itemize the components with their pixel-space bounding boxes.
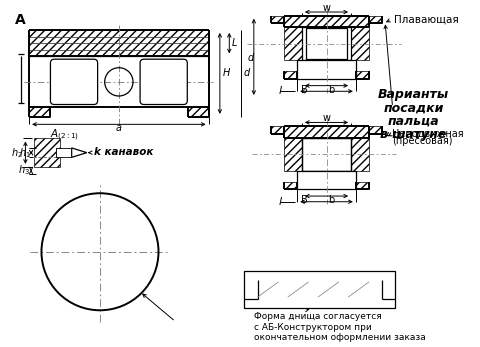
Text: Плавающая: Плавающая <box>394 15 458 25</box>
Bar <box>271 126 284 134</box>
Text: $h_1$: $h_1$ <box>19 146 30 160</box>
Text: A: A <box>15 13 26 27</box>
Bar <box>351 27 369 60</box>
Bar <box>351 60 356 79</box>
Bar <box>244 299 396 308</box>
Bar <box>284 182 297 189</box>
Bar <box>306 28 347 59</box>
Bar <box>303 138 350 170</box>
Bar <box>351 171 356 189</box>
Bar <box>356 182 369 189</box>
Text: B: B <box>301 85 308 95</box>
Bar <box>284 27 302 60</box>
Text: $h_2$: $h_2$ <box>11 146 23 160</box>
Bar <box>302 27 351 60</box>
Text: d: d <box>247 53 253 63</box>
Bar <box>284 137 302 171</box>
Text: L: L <box>232 38 238 48</box>
Bar <box>284 126 369 137</box>
Bar <box>369 16 382 23</box>
Text: Варианты: Варианты <box>378 88 449 101</box>
Text: l: l <box>278 86 281 96</box>
Bar <box>306 28 347 34</box>
Bar <box>297 171 302 189</box>
Text: a: a <box>116 123 122 133</box>
Text: d: d <box>243 68 250 78</box>
Bar <box>297 171 356 189</box>
Bar <box>302 137 351 171</box>
Text: Неподвижная: Неподвижная <box>392 129 463 139</box>
Text: $A_{(2:1)}$: $A_{(2:1)}$ <box>50 127 79 143</box>
Text: пальца: пальца <box>387 115 439 128</box>
Bar <box>306 53 347 59</box>
Bar <box>351 137 369 171</box>
Bar <box>34 138 60 167</box>
Bar <box>297 60 302 79</box>
Bar <box>29 56 42 107</box>
Text: B: B <box>301 195 308 205</box>
Bar <box>302 137 351 171</box>
Bar <box>284 71 297 79</box>
Bar <box>56 148 61 158</box>
Bar <box>56 148 71 158</box>
Text: посадки: посадки <box>383 102 444 115</box>
Text: H: H <box>223 68 230 78</box>
Bar <box>29 30 208 56</box>
Bar <box>29 107 50 117</box>
FancyBboxPatch shape <box>50 59 97 104</box>
Text: w: w <box>323 3 331 13</box>
Bar <box>188 107 208 117</box>
Text: $h_3$: $h_3$ <box>19 164 30 177</box>
Text: Форма днища согласуется
с АБ-Конструктором при
окончательном оформлении заказа: Форма днища согласуется с АБ-Конструктор… <box>254 312 426 342</box>
Bar <box>369 126 382 134</box>
Bar <box>284 16 369 27</box>
Bar <box>297 60 356 79</box>
Text: k канавок: k канавок <box>94 147 154 157</box>
Text: l: l <box>278 197 281 207</box>
Text: в шатуне: в шатуне <box>380 128 446 141</box>
FancyBboxPatch shape <box>140 59 187 104</box>
Text: w: w <box>323 113 331 124</box>
Bar <box>356 71 369 79</box>
Bar <box>29 56 208 107</box>
Bar <box>244 271 396 308</box>
Text: (прессовая): (прессовая) <box>392 136 452 146</box>
Bar <box>195 56 208 107</box>
Bar <box>271 16 284 23</box>
Text: b: b <box>328 195 335 205</box>
Bar <box>244 271 396 280</box>
Text: b: b <box>328 85 335 95</box>
